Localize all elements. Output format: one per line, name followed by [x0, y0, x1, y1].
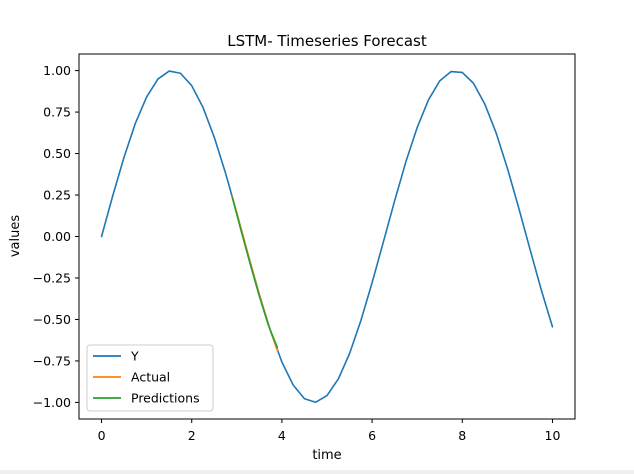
- x-axis-ticks: 0 2 4 6 8 10: [98, 419, 561, 443]
- y-tick-label: 0.00: [43, 229, 71, 244]
- legend-label: Actual: [131, 370, 170, 385]
- bottom-strip: [0, 470, 634, 474]
- series-line-predictions: [231, 196, 279, 349]
- x-axis-label: time: [312, 448, 341, 463]
- x-tick-label: 0: [98, 428, 106, 443]
- x-tick-label: 6: [368, 428, 376, 443]
- legend-label: Y: [130, 349, 139, 364]
- x-tick-label: 2: [188, 428, 196, 443]
- legend-items: Y Actual Predictions: [93, 349, 200, 406]
- y-tick-label: −0.75: [33, 353, 71, 368]
- legend-frame: [86, 344, 214, 412]
- y-tick-label: −0.25: [33, 270, 71, 285]
- legend: Y Actual Predictions: [86, 344, 214, 412]
- y-axis-label: values: [8, 215, 23, 258]
- y-tick-label: −1.00: [33, 395, 71, 410]
- y-tick-label: −0.50: [33, 312, 71, 327]
- series-line-y: [100, 70, 554, 404]
- chart-title: LSTM- Timeseries Forecast: [227, 32, 427, 50]
- y-tick-label: 0.75: [43, 105, 71, 120]
- series-lines: [100, 70, 554, 404]
- y-tick-label: 0.50: [43, 146, 71, 161]
- x-tick-label: 8: [458, 428, 466, 443]
- plot-area-frame: [78, 53, 576, 420]
- y-tick-label: 0.25: [43, 188, 71, 203]
- x-tick-label: 4: [278, 428, 286, 443]
- y-tick-label: 1.00: [43, 63, 71, 78]
- legend-label: Predictions: [131, 391, 200, 406]
- y-axis-ticks: 1.00 0.75 0.50 0.25 0.00 −0.25 −0.50 −0.75 −1.00: [33, 63, 79, 410]
- x-tick-label: 10: [545, 428, 561, 443]
